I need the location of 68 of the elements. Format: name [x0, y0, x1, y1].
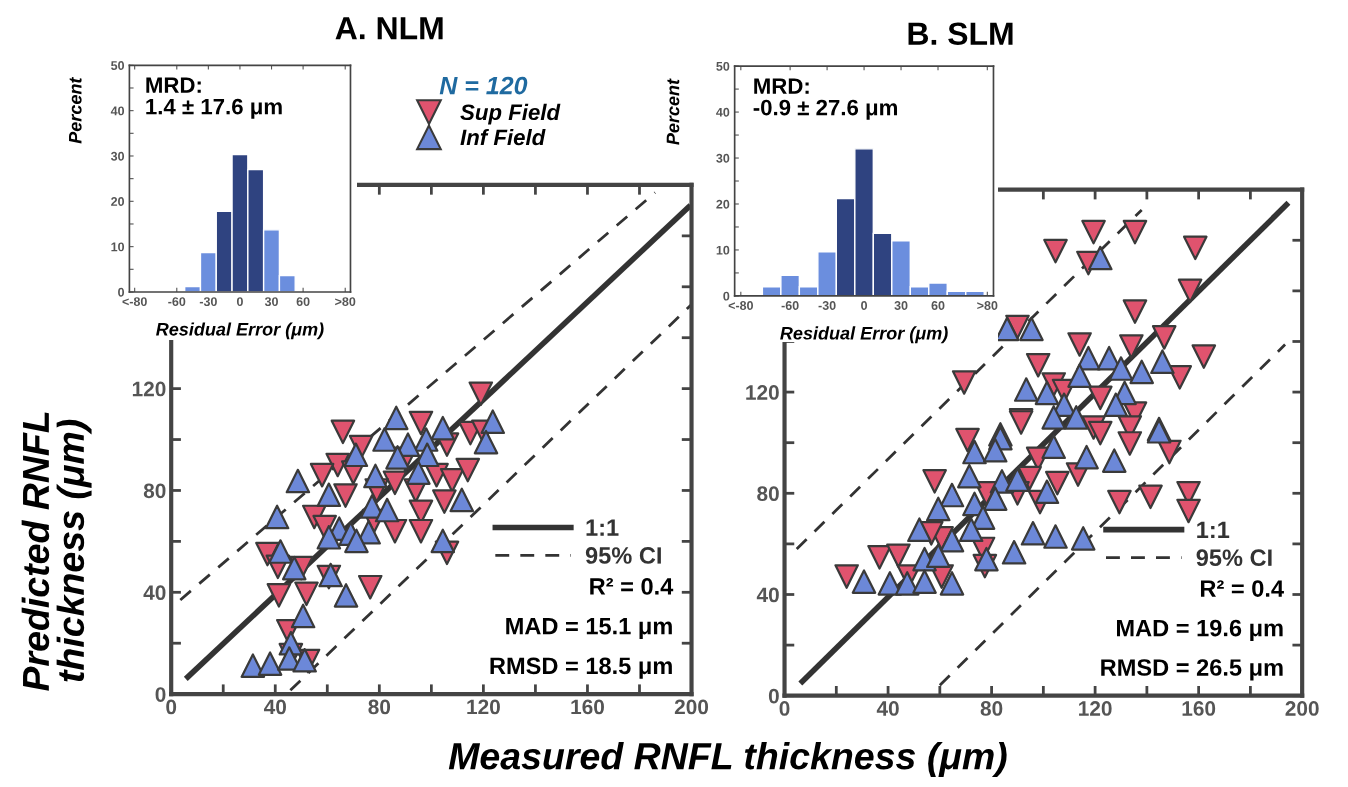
y-tick-label: 50 [111, 61, 125, 70]
y-tick-label: 20 [111, 197, 125, 206]
x-tick-label: 60 [296, 297, 310, 307]
annotation: MRD: -0.9 ± 27.6 μm [753, 78, 898, 120]
x-tick-label: <-80 [728, 301, 753, 310]
y-tick-label: 10 [716, 245, 730, 255]
x-tick-label: 30 [894, 301, 908, 310]
legend-label: 95% CI [585, 547, 661, 564]
y-tick-label: 30 [716, 153, 730, 163]
y-tick-label: 20 [716, 199, 730, 209]
y-tick-label: 40 [143, 585, 166, 601]
x-tick-label: 200 [674, 699, 709, 715]
legend-title: N = 120 [439, 76, 528, 95]
x-tick-label: -30 [199, 297, 217, 307]
x-axis-title: Measured RNFL thickness (μm) [448, 741, 1007, 777]
x-tick-label: >80 [977, 301, 998, 310]
x-tick-label: 80 [368, 699, 391, 715]
x-tick-label: 200 [1285, 701, 1319, 716]
y-axis-title: Percent [69, 76, 82, 144]
y-tick-label: 40 [716, 107, 730, 117]
annotation: MAD = 15.1 μm [506, 618, 672, 640]
x-tick-label: 40 [263, 699, 286, 715]
y-tick-label: 10 [111, 242, 125, 252]
x-tick-label: >80 [335, 297, 356, 307]
x-tick-label: <-80 [122, 297, 147, 307]
x-tick-label: 30 [264, 297, 278, 307]
legend-label: 1:1 [1197, 521, 1230, 538]
y-tick-label: 30 [110, 151, 125, 161]
y-tick-label: 0 [768, 688, 779, 704]
legend-label: Sup Field [460, 103, 561, 125]
annotation: R² = 0.4 [1200, 580, 1284, 597]
x-tick-label: 40 [876, 701, 899, 716]
y-tick-label: 50 [716, 61, 730, 71]
x-axis-title: Residual Error (μm) [156, 322, 324, 340]
y-tick-label: 120 [132, 381, 166, 397]
chart-title: A. NLM [335, 17, 443, 40]
x-tick-label: 0 [779, 701, 790, 716]
annotation: R² = 0.4 [590, 578, 674, 595]
y-tick-label: 40 [110, 106, 125, 116]
y-tick-label: 80 [143, 483, 166, 499]
annotation: RMSD = 18.5 μm [490, 657, 672, 679]
x-tick-label: 0 [236, 297, 243, 307]
y-tick-label: 0 [155, 687, 166, 702]
x-tick-label: 120 [1079, 701, 1112, 716]
chart-title: B. SLM [908, 22, 1013, 46]
x-tick-label: -60 [781, 301, 799, 310]
x-tick-label: 0 [166, 699, 177, 715]
y-tick-label: 0 [118, 287, 125, 297]
x-tick-label: 120 [467, 699, 500, 715]
x-tick-label: -30 [818, 301, 836, 310]
y-axis-title: Percent [666, 78, 680, 145]
y-tick-label: 120 [746, 385, 779, 400]
y-tick-label: 80 [757, 486, 779, 502]
legend-label: Inf Field [460, 128, 546, 146]
x-tick-label: 60 [931, 301, 945, 310]
y-axis-title: Predicted RNFL thickness (μm) [21, 412, 92, 691]
x-tick-label: 160 [571, 699, 604, 715]
legend-label: 95% CI [1196, 549, 1272, 567]
x-tick-label: -60 [168, 297, 186, 307]
annotation: MAD = 19.6 μm [1117, 619, 1283, 641]
x-axis-title: Residual Error (μm) [780, 326, 948, 344]
legend-label: 1:1 [586, 519, 619, 536]
annotation: MRD: 1.4 ± 17.6 μm [146, 77, 282, 119]
y-tick-label: 40 [756, 587, 779, 603]
annotation: RMSD = 26.5 μm [1101, 659, 1283, 681]
x-tick-label: 0 [861, 301, 868, 310]
x-tick-label: 160 [1182, 701, 1216, 716]
x-tick-label: 80 [980, 701, 1003, 716]
